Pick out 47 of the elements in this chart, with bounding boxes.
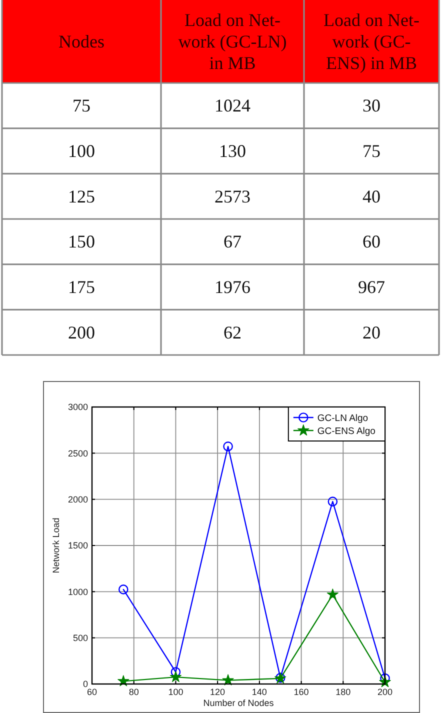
point [326, 588, 339, 600]
x-tick-label: 180 [336, 687, 351, 697]
y-tick-label: 75 [72, 96, 90, 116]
point [118, 675, 130, 686]
data-label: 30 [362, 96, 380, 116]
point [222, 674, 234, 686]
x-tick-label: 60 [86, 687, 98, 697]
y-tick-label: 1500 [68, 540, 88, 551]
y-tick-label: 0 [82, 679, 88, 690]
y-tick-label: 2000 [68, 494, 88, 505]
y-tick-label: 100 [68, 141, 95, 161]
data-label: 1976 [214, 277, 250, 297]
y-axis-title: Nodes [58, 32, 104, 52]
x-tick-label: 80 [128, 687, 139, 697]
y-tick-label: 500 [72, 633, 88, 644]
data-label: 1024 [214, 96, 250, 116]
y-tick-label: 150 [68, 232, 95, 252]
y-tick-label: 125 [68, 186, 95, 206]
data-label: 60 [362, 232, 380, 252]
point [118, 584, 128, 594]
y-tick-label: 175 [68, 277, 95, 297]
x-tick-label: 200 [377, 687, 393, 697]
data-label: 67 [224, 232, 242, 252]
data-label: 130 [219, 141, 246, 161]
legend-label: GC-LN Algo [317, 412, 368, 424]
point [170, 670, 182, 682]
y-tick-label: 1000 [68, 586, 88, 597]
x-tick-label: 160 [294, 687, 309, 697]
point [328, 496, 338, 506]
x-tick-label: 100 [168, 687, 184, 697]
x-tick-label: Load on Net-work (GC-ENS) in MB [324, 10, 420, 74]
data-label: 40 [362, 186, 380, 206]
data-label: 20 [362, 322, 380, 342]
x-tick-label: 120 [210, 687, 226, 697]
x-tick-label: Load on Net-work (GC-LN) in MB [178, 10, 287, 74]
y-tick-label: 200 [68, 322, 95, 342]
data-label: 2573 [214, 186, 250, 206]
legend-label: GC-ENS Algo [317, 426, 376, 437]
x-tick-label: 140 [252, 687, 267, 697]
y-tick-label: 2500 [68, 448, 88, 458]
data-label: 967 [358, 277, 385, 297]
y-tick-label: 3000 [68, 402, 88, 412]
y-axis-title: Network Load [51, 518, 61, 574]
data-label: 62 [224, 322, 242, 342]
point [223, 442, 233, 452]
data-label: 75 [362, 141, 380, 161]
x-axis-title: Number of Nodes [203, 698, 274, 708]
